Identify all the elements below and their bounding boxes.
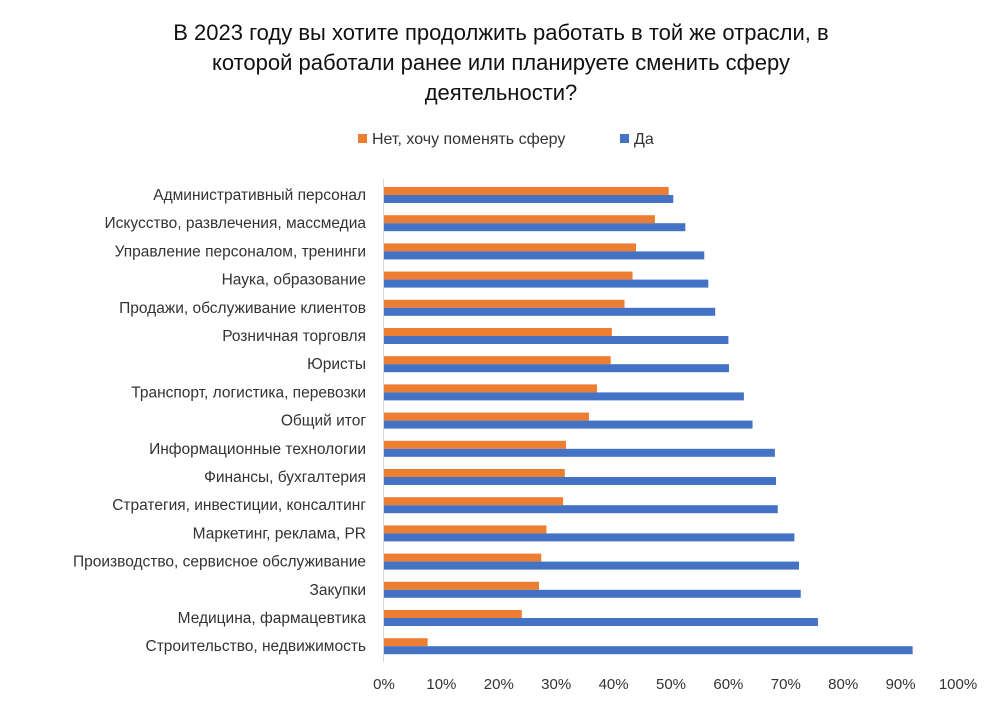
bar-yes <box>384 223 686 232</box>
bar-no <box>384 497 564 506</box>
plot-area <box>384 187 913 655</box>
x-tick-label: 50% <box>656 676 686 693</box>
bar-no <box>384 215 655 224</box>
bar-no <box>384 271 633 280</box>
bar-yes <box>384 251 705 260</box>
category-label: Продажи, обслуживание клиентов <box>119 300 366 317</box>
x-tick-label: 10% <box>426 676 456 693</box>
legend-swatch-no <box>358 134 367 143</box>
category-label: Административный персонал <box>153 187 366 204</box>
legend-label-yes: Да <box>634 131 654 148</box>
x-axis: 0% 10% 20% 30% 40% 50% 60% 70% 80% 90% 100% <box>373 179 977 693</box>
bar-no <box>384 525 547 534</box>
bar-yes <box>384 477 777 485</box>
legend-swatch-yes <box>620 134 629 143</box>
category-label: Информационные технологии <box>149 441 366 458</box>
bar-yes <box>384 195 674 203</box>
category-label: Маркетинг, реклама, PR <box>193 525 366 542</box>
bar-yes <box>384 533 795 542</box>
bar-no <box>384 299 625 308</box>
category-label: Финансы, бухгалтерия <box>204 469 366 486</box>
chart-title-line-2: которой работали ранее или планируете см… <box>212 50 790 75</box>
bar-yes <box>384 505 778 514</box>
bar-yes <box>384 589 801 598</box>
x-tick-label: 80% <box>828 676 858 693</box>
category-label: Стратегия, инвестиции, консалтинг <box>112 497 366 514</box>
category-label: Управление персоналом, тренинги <box>115 243 366 260</box>
bar-yes <box>384 307 716 316</box>
category-labels: Административный персонал Искусство, разв… <box>73 187 366 655</box>
bar-yes <box>384 364 729 373</box>
chart-title: В 2023 году вы хотите продолжить работат… <box>173 20 828 105</box>
bar-yes <box>384 336 729 344</box>
x-tick-label: 40% <box>599 676 629 693</box>
x-tick-label: 90% <box>886 676 916 693</box>
bar-no <box>384 638 428 647</box>
category-label: Розничная торговля <box>222 328 366 345</box>
category-label: Общий итог <box>281 413 367 430</box>
category-label: Закупки <box>309 582 366 599</box>
category-label: Юристы <box>307 356 366 373</box>
bar-no <box>384 581 539 590</box>
legend-label-no: Нет, хочу поменять сферу <box>372 131 565 148</box>
category-label: Искусство, развлечения, массмедиа <box>105 215 367 232</box>
x-tick-label: 70% <box>771 676 801 693</box>
bar-no <box>384 412 589 421</box>
category-label: Медицина, фармацевтика <box>178 610 367 627</box>
x-tick-label: 100% <box>939 676 977 693</box>
x-tick-label: 30% <box>541 676 571 693</box>
bar-yes <box>384 448 775 457</box>
chart-title-line-1: В 2023 году вы хотите продолжить работат… <box>173 20 828 45</box>
bar-no <box>384 440 566 449</box>
bar-yes <box>384 646 913 655</box>
category-label: Производство, сервисное обслуживание <box>73 554 366 571</box>
bar-no <box>384 610 522 618</box>
bar-no <box>384 469 565 477</box>
category-label: Транспорт, логистика, перевозки <box>131 384 366 401</box>
bar-no <box>384 356 611 365</box>
bar-no <box>384 187 669 195</box>
bar-no <box>384 384 597 393</box>
bar-no <box>384 328 612 336</box>
x-tick-label: 60% <box>713 676 743 693</box>
category-label: Наука, образование <box>222 272 366 289</box>
bar-yes <box>384 420 753 429</box>
chart-title-line-3: деятельности? <box>425 80 578 105</box>
bar-yes <box>384 392 744 401</box>
x-tick-label: 20% <box>484 676 514 693</box>
bar-yes <box>384 618 818 626</box>
bar-no <box>384 243 636 252</box>
category-label: Строительство, недвижимость <box>146 638 367 655</box>
legend: Нет, хочу поменять сферу Да <box>358 131 654 148</box>
bar-yes <box>384 279 709 288</box>
x-tick-label: 0% <box>373 676 395 693</box>
bar-yes <box>384 561 800 570</box>
bar-no <box>384 553 542 562</box>
